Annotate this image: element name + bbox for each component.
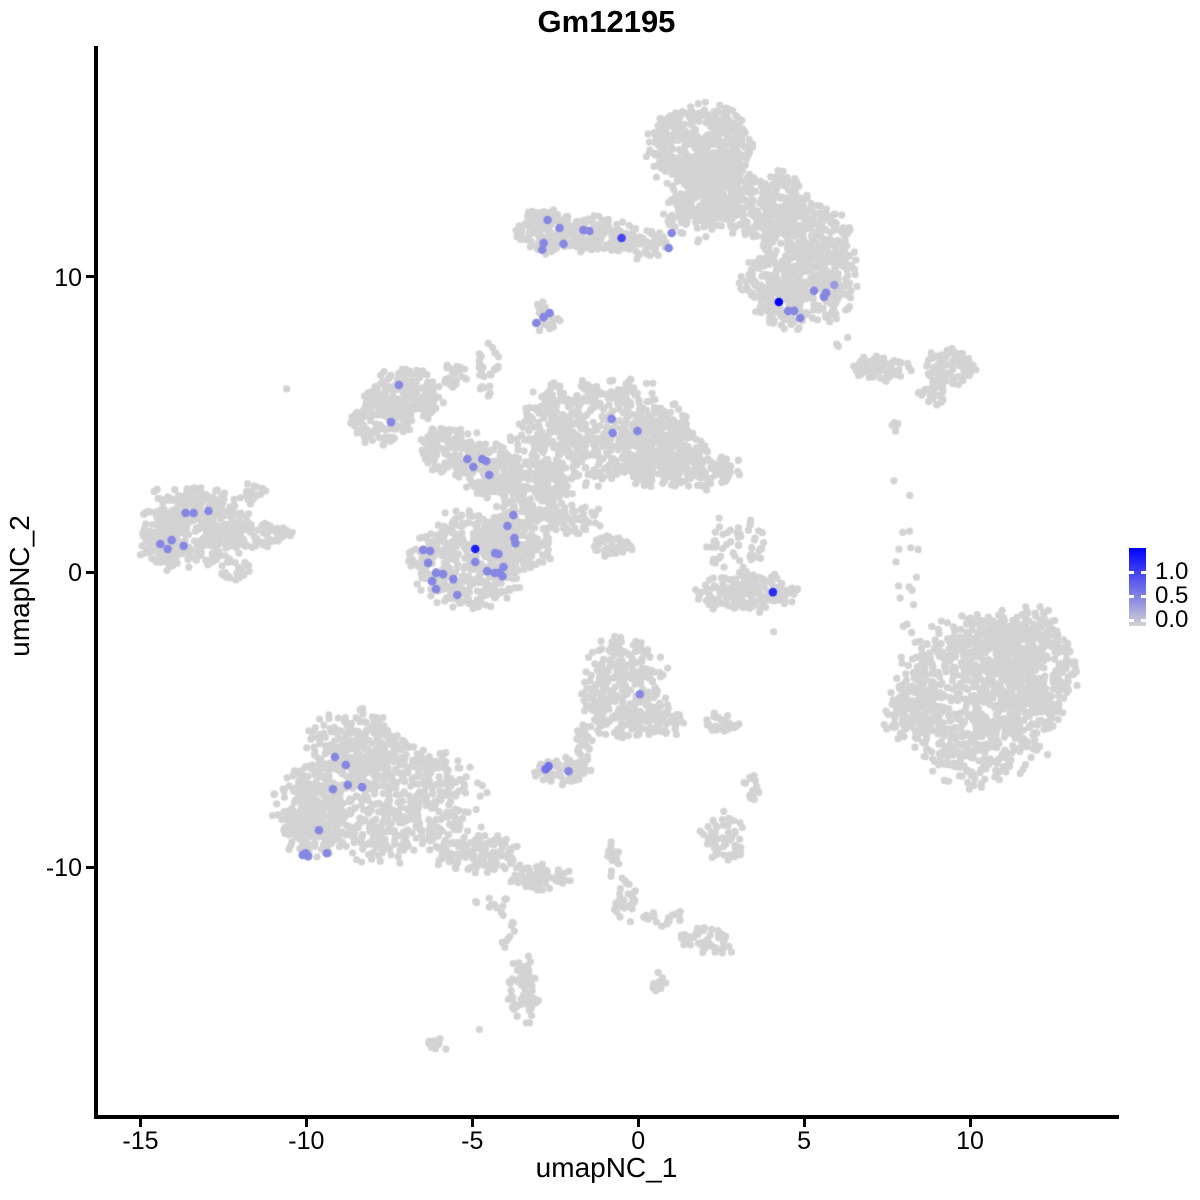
x-axis-line (94, 1115, 1119, 1119)
legend-bar-tick (1129, 618, 1134, 622)
legend-tick-label: 0.0 (1155, 606, 1189, 633)
y-axis-tick-label: 10 (54, 263, 82, 292)
x-axis-tick-label: -5 (461, 1127, 484, 1155)
x-axis-title: umapNC_1 (535, 1152, 678, 1183)
x-axis-tick (138, 1119, 142, 1127)
legend-bar-tick (1129, 594, 1134, 598)
y-axis-tick (86, 865, 94, 869)
legend-tick-label: 0.5 (1155, 582, 1189, 609)
y-axis-tick-label: -10 (45, 854, 82, 883)
x-axis-tick (470, 1119, 474, 1127)
legend-bar-tick (1141, 618, 1146, 622)
x-axis-tick-label: -15 (122, 1127, 159, 1155)
x-axis-tick-label: 10 (956, 1127, 984, 1155)
x-axis-tick-label: 5 (797, 1127, 812, 1155)
legend-gradient-bar (1129, 548, 1146, 626)
x-axis-tick (802, 1119, 806, 1127)
x-axis-tick (636, 1119, 640, 1127)
expression-legend: 1.0 0.5 0.0 (1129, 548, 1199, 632)
plot-title: Gm12195 (537, 4, 676, 39)
y-axis-tick (86, 570, 94, 574)
y-axis-line (94, 46, 98, 1119)
legend-bar-tick (1141, 570, 1146, 574)
legend-tick-label: 1.0 (1155, 558, 1189, 585)
legend-bar-tick (1129, 570, 1134, 574)
x-axis-tick-label: -10 (288, 1127, 325, 1155)
y-axis-tick-label: 0 (68, 559, 82, 588)
x-axis-tick-label: 0 (631, 1127, 646, 1155)
legend-bar-tick (1141, 594, 1146, 598)
y-axis-tick (86, 275, 94, 279)
y-axis-title: umapNC_2 (4, 515, 35, 657)
x-axis-tick (304, 1119, 308, 1127)
x-axis-tick (968, 1119, 972, 1127)
